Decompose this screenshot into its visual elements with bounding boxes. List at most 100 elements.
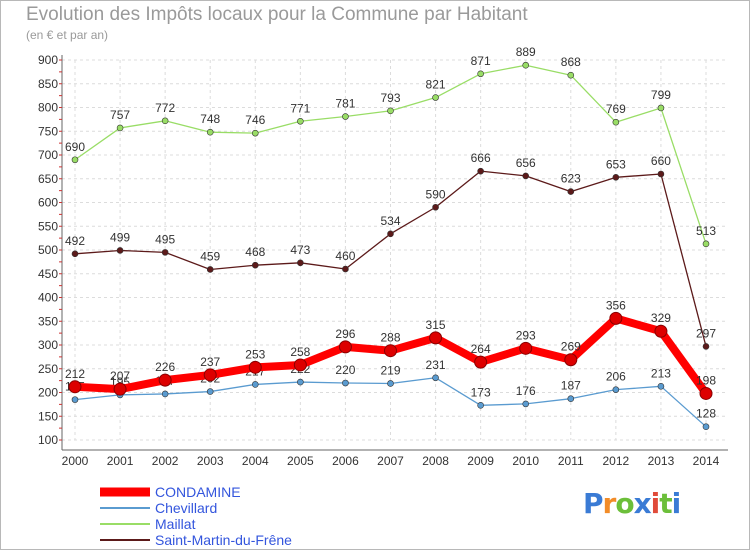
- data-label: 871: [471, 54, 491, 68]
- data-point: [342, 265, 349, 273]
- data-point: [161, 117, 169, 125]
- data-point: [702, 240, 710, 248]
- y-tick-label: 100: [38, 433, 58, 447]
- data-point: [657, 170, 665, 178]
- y-tick-label: 750: [38, 124, 58, 138]
- data-point: [522, 400, 530, 408]
- data-point: [474, 355, 488, 369]
- y-tick-label: 300: [38, 338, 58, 352]
- data-point: [293, 358, 307, 372]
- data-point: [432, 94, 439, 101]
- data-label: 781: [335, 97, 355, 111]
- data-label: 868: [561, 55, 581, 69]
- data-label: 293: [516, 328, 536, 342]
- data-point: [612, 118, 620, 126]
- data-label: 748: [200, 112, 220, 126]
- data-label: 460: [335, 249, 355, 263]
- data-label: 468: [245, 245, 265, 259]
- x-tick-label: 2008: [422, 454, 449, 468]
- data-point: [161, 249, 169, 256]
- data-point: [612, 174, 620, 181]
- data-label: 207: [110, 369, 130, 383]
- y-tick-label: 650: [38, 172, 58, 186]
- data-point: [116, 247, 124, 254]
- data-point: [477, 402, 484, 409]
- data-point: [657, 104, 665, 112]
- y-tick-label: 400: [38, 291, 58, 305]
- x-tick-label: 2012: [603, 454, 630, 468]
- data-point: [116, 124, 124, 132]
- data-label: 757: [110, 108, 130, 122]
- data-point: [158, 373, 172, 387]
- data-label: 459: [200, 249, 220, 263]
- data-label: 212: [65, 367, 85, 381]
- data-label: 666: [471, 151, 491, 165]
- data-point: [161, 390, 169, 398]
- data-point: [251, 129, 259, 137]
- data-point: [68, 380, 82, 394]
- data-point: [432, 203, 439, 211]
- data-point: [297, 259, 304, 267]
- data-point: [429, 331, 443, 345]
- y-tick-label: 900: [38, 53, 58, 67]
- data-label: 213: [651, 366, 671, 380]
- data-label: 660: [651, 154, 671, 168]
- data-point: [297, 117, 304, 125]
- x-tick-label: 2005: [287, 454, 314, 468]
- data-label: 198: [696, 373, 716, 387]
- data-point: [251, 261, 259, 269]
- data-point: [654, 324, 668, 338]
- data-point: [567, 188, 575, 195]
- x-tick-label: 2011: [558, 454, 584, 468]
- y-tick-label: 850: [38, 77, 58, 91]
- data-point: [203, 368, 217, 382]
- data-point: [567, 395, 575, 402]
- data-point: [384, 344, 397, 358]
- data-label: 253: [245, 347, 265, 361]
- y-tick-label: 250: [38, 362, 58, 376]
- y-tick-label: 200: [38, 386, 58, 400]
- x-tick-label: 2010: [512, 454, 539, 468]
- data-point: [206, 128, 214, 136]
- data-label: 258: [290, 345, 310, 359]
- data-point: [248, 360, 262, 374]
- legend-label: Chevillard: [155, 500, 217, 516]
- data-label: 173: [471, 385, 491, 399]
- y-tick-label: 600: [38, 196, 58, 210]
- x-tick-label: 2003: [197, 454, 224, 468]
- data-point: [519, 341, 533, 355]
- x-tick-label: 2014: [693, 454, 720, 468]
- data-label: 746: [245, 113, 265, 127]
- data-point: [113, 382, 127, 396]
- data-label: 231: [426, 358, 446, 372]
- x-tick-label: 2007: [377, 454, 404, 468]
- x-tick-label: 2009: [467, 454, 494, 468]
- y-tick-label: 500: [38, 243, 58, 257]
- data-point: [522, 61, 530, 69]
- data-point: [387, 107, 394, 115]
- x-tick-label: 2002: [152, 454, 179, 468]
- data-point: [71, 396, 79, 403]
- chart-subtitle: (en € et par an): [26, 28, 109, 42]
- data-label: 187: [561, 379, 581, 393]
- data-label: 772: [155, 101, 175, 115]
- data-point: [702, 343, 710, 350]
- data-point: [432, 374, 439, 382]
- data-label: 771: [290, 101, 310, 115]
- data-label: 793: [380, 91, 400, 105]
- y-tick-label: 550: [38, 219, 58, 233]
- data-label: 821: [426, 78, 446, 92]
- legend-label: CONDAMINE: [155, 484, 241, 500]
- data-label: 128: [696, 407, 716, 421]
- legend-label: Maillat: [155, 516, 196, 532]
- data-point: [342, 113, 349, 120]
- data-label: 220: [335, 363, 355, 377]
- data-point: [477, 70, 484, 78]
- x-tick-label: 2001: [107, 454, 134, 468]
- data-label: 473: [290, 243, 310, 257]
- data-label: 315: [426, 318, 446, 332]
- data-point: [612, 386, 620, 393]
- data-label: 495: [155, 232, 175, 246]
